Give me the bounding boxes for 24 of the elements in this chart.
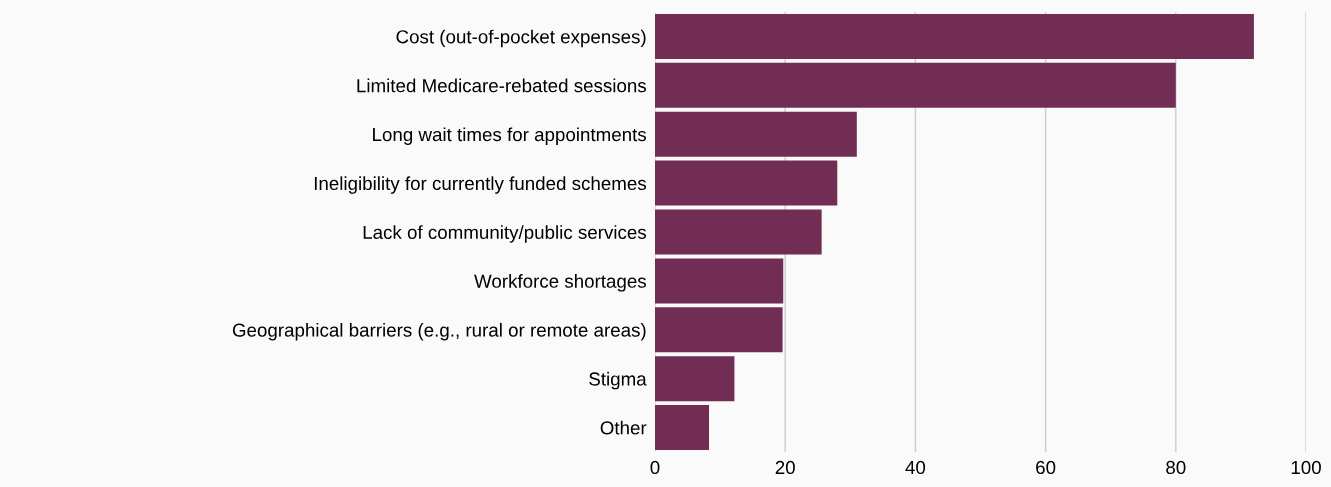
bar [655, 405, 710, 451]
x-tick-label: 20 [775, 460, 795, 475]
x-tick-label: 100 [1291, 460, 1321, 475]
bar [655, 111, 857, 157]
y-tick-label: Ineligibility for currently funded schemes [314, 176, 647, 194]
bar [655, 356, 735, 402]
y-tick-label: Other [600, 420, 647, 435]
y-tick-label: Lack of community/public services [363, 225, 646, 243]
y-tick-label: Cost (out-of-pocket expenses) [396, 29, 646, 48]
y-tick-label: Long wait times for appointments [373, 127, 647, 145]
y-tick-label: Stigma [589, 371, 647, 390]
bar [655, 160, 838, 206]
x-tick-label: 80 [1166, 460, 1186, 475]
bar [655, 209, 822, 255]
y-tick-label: Workforce shortages [474, 274, 646, 292]
x-tick-label: 60 [1036, 460, 1056, 475]
bar [655, 258, 784, 304]
bar [655, 13, 1254, 59]
bar [655, 307, 783, 353]
bar [655, 62, 1176, 108]
x-tick-label: 0 [650, 460, 660, 475]
x-tick-label: 40 [905, 460, 926, 475]
y-tick-label: Limited Medicare-rebated sessions [357, 78, 647, 93]
y-tick-label: Geographical barriers (e.g., rural or remote areas) [232, 322, 646, 341]
